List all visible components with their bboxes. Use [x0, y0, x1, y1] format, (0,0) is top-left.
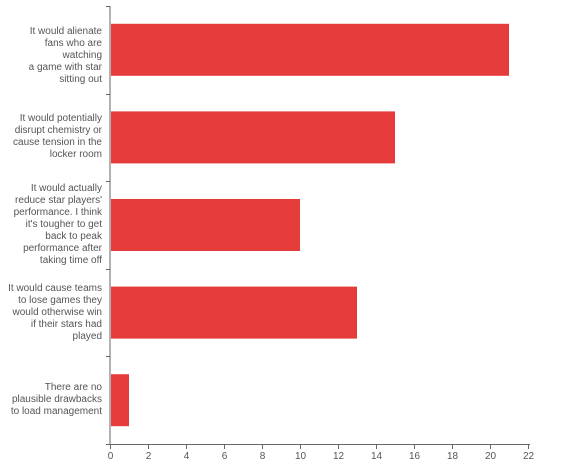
- category-label-line: It would potentially: [19, 113, 102, 125]
- category-label-line: to load management: [10, 406, 102, 418]
- category-label-line: reduce star players': [15, 195, 102, 206]
- category-label-line: There are no: [44, 382, 102, 394]
- category-label-line: disrupt chemistry or: [14, 125, 102, 137]
- category-label-line: a game with star: [28, 61, 102, 73]
- category-label-line: fans who are watching: [44, 37, 102, 61]
- x-tick-label: 20: [485, 451, 497, 462]
- category-label-line: to lose games they: [18, 294, 102, 306]
- category-label-line: sitting out: [59, 73, 102, 85]
- x-tick-label: 16: [409, 451, 421, 462]
- category-label-line: played: [72, 330, 102, 342]
- category-label-line: back to peak: [45, 231, 102, 242]
- bar: [111, 23, 509, 76]
- category-label: It would actually reduce star players' per…: [4, 183, 102, 267]
- bar: [111, 286, 357, 339]
- x-tick-label: 2: [146, 451, 152, 462]
- bar: [111, 111, 395, 164]
- category-label-line: performance. I think: [13, 207, 102, 218]
- x-tick-label: 10: [295, 451, 307, 462]
- x-tick-label: 6: [222, 451, 228, 462]
- x-tick-label: 18: [447, 451, 459, 462]
- category-label-line: It would cause teams: [8, 282, 102, 294]
- category-label: It would potentially disrupt chemistry or…: [4, 113, 102, 161]
- category-label-line: It would alienate: [29, 25, 102, 37]
- bar: [111, 374, 129, 427]
- category-label-line: taking time off: [39, 255, 102, 266]
- x-tick-label: 8: [260, 451, 266, 462]
- x-tick-label: 12: [333, 451, 345, 462]
- category-label-line: locker room: [49, 149, 102, 161]
- category-label-line: if their stars had: [30, 318, 102, 330]
- bar: [111, 199, 300, 251]
- x-tick-label: 4: [184, 451, 190, 462]
- category-label: It would cause teams to lose games they wo…: [4, 283, 102, 343]
- x-tick-label: 0: [108, 451, 114, 462]
- category-label: There are no plausible drawbacks to load m…: [4, 382, 102, 418]
- category-label-line: It would actually: [30, 183, 102, 194]
- category-label-line: plausible drawbacks: [11, 394, 102, 406]
- x-tick-label: 22: [523, 451, 535, 462]
- category-label: It would alienate fans who are watching a …: [4, 26, 102, 86]
- category-label-line: cause tension in the: [13, 137, 102, 149]
- x-tick-label: 14: [371, 451, 383, 462]
- category-label-line: would otherwise win: [12, 306, 103, 318]
- category-label-line: it's tougher to get: [25, 219, 102, 230]
- category-label-line: performance after: [23, 243, 102, 254]
